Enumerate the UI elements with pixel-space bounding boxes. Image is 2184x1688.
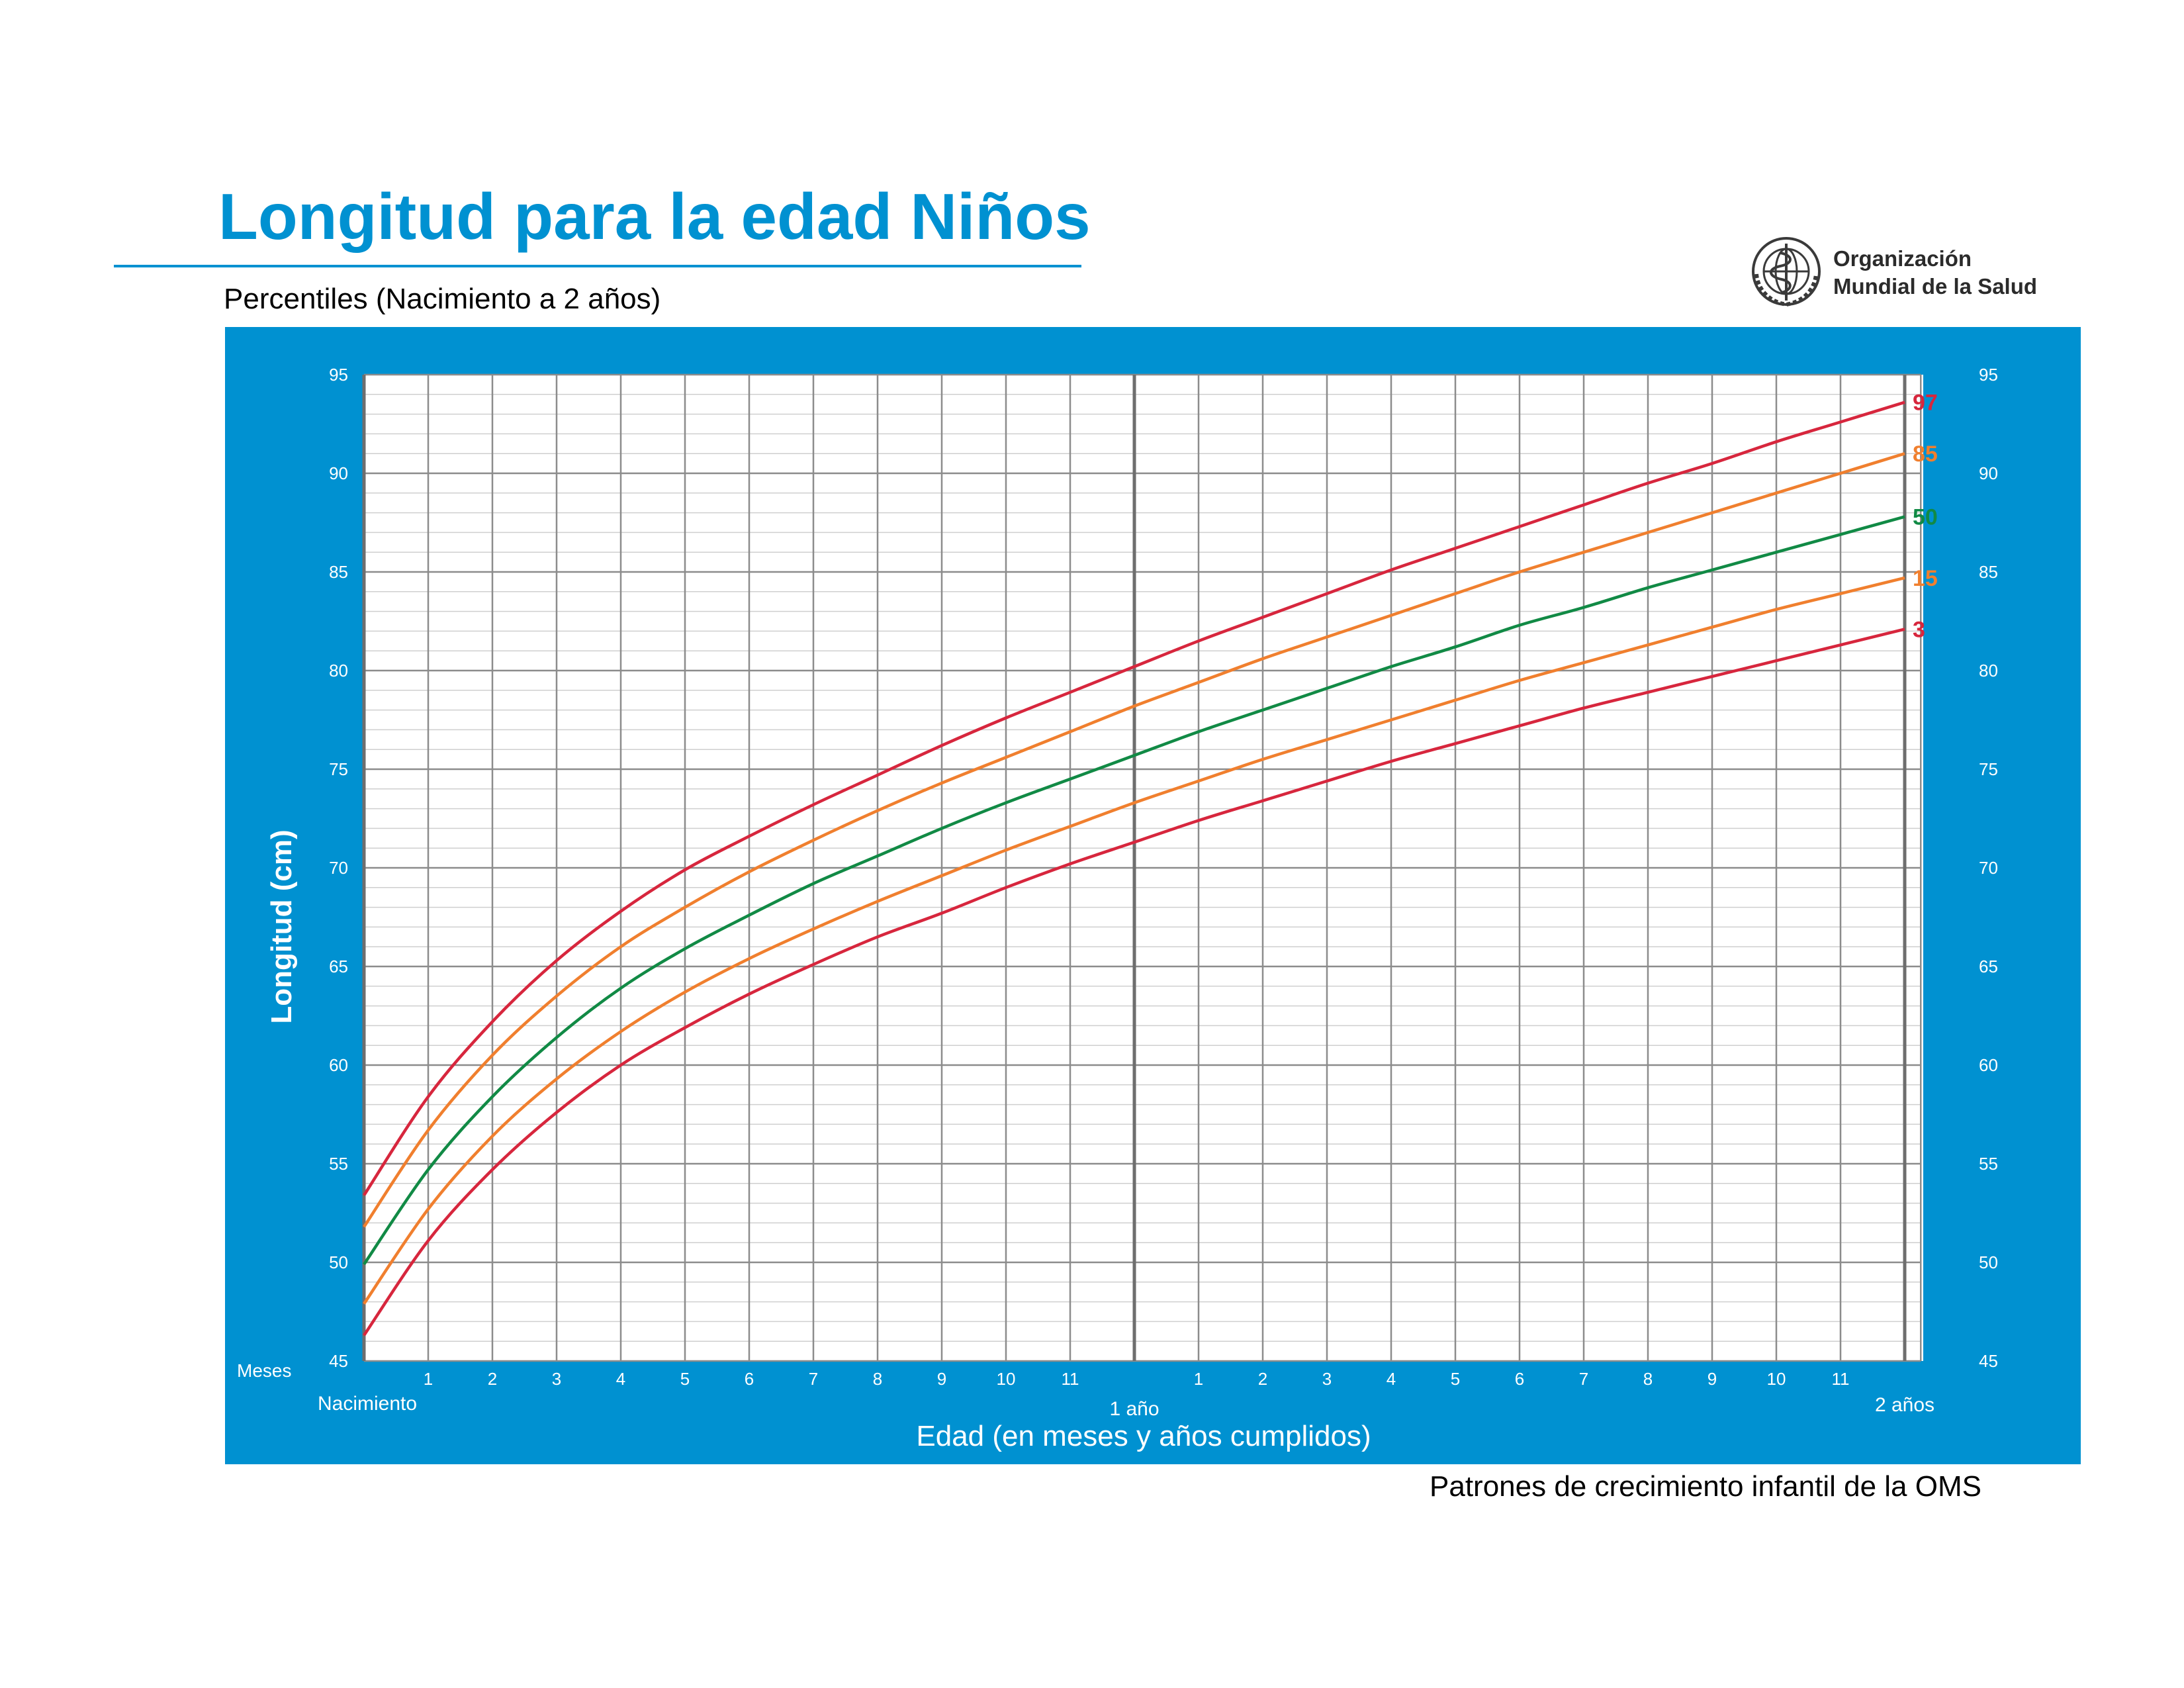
x-tick-label: 6 bbox=[1515, 1369, 1524, 1389]
series-line-p85 bbox=[363, 452, 1905, 1228]
grid-major bbox=[362, 373, 1922, 1362]
x-tick-label: 7 bbox=[1579, 1369, 1588, 1389]
x-tick-label: 11 bbox=[1832, 1369, 1850, 1389]
who-logo-text: Organización Mundial de la Salud bbox=[1833, 245, 2037, 301]
percentile-labels: 97 85 50 15 3 bbox=[1913, 391, 1938, 643]
who-emblem-icon bbox=[1752, 237, 1821, 307]
x-tick-label: 4 bbox=[1387, 1369, 1396, 1389]
y-axis-left: 45 50 55 60 65 70 75 80 85 90 95 bbox=[329, 365, 348, 1371]
series-label-p85: 85 bbox=[1913, 442, 1938, 467]
y-tick-label-right: 65 bbox=[1979, 957, 1998, 976]
x-tick-label: 1 bbox=[424, 1369, 433, 1389]
series-label-p50: 50 bbox=[1913, 505, 1938, 530]
x-tick-label: 3 bbox=[552, 1369, 561, 1389]
y-tick-label-right: 80 bbox=[1979, 661, 1998, 680]
x-milestone-label: 2 años bbox=[1875, 1394, 1934, 1416]
y-tick-label-right: 55 bbox=[1979, 1154, 1998, 1174]
y-tick-label-left: 50 bbox=[329, 1252, 348, 1272]
x-tick-label: 6 bbox=[745, 1369, 754, 1389]
y-tick-label-right: 45 bbox=[1979, 1351, 1998, 1371]
y-tick-label-left: 95 bbox=[329, 365, 348, 385]
y-tick-label-left: 70 bbox=[329, 858, 348, 878]
series-label-p15: 15 bbox=[1913, 566, 1938, 591]
x-axis-label: Edad (en meses y años cumplidos) bbox=[916, 1420, 1371, 1452]
series-layer bbox=[363, 400, 1905, 1336]
x-tick-label: 5 bbox=[680, 1369, 690, 1389]
x-tick-label: 10 bbox=[1767, 1369, 1786, 1389]
y-tick-label-left: 80 bbox=[329, 661, 348, 680]
series-line-p97 bbox=[363, 400, 1905, 1196]
x-tick-label: 4 bbox=[616, 1369, 625, 1389]
y-tick-label-left: 65 bbox=[329, 957, 348, 976]
y-tick-label-left: 45 bbox=[329, 1351, 348, 1371]
who-logo-line1: Organización bbox=[1833, 246, 1972, 271]
y-axis-label: Longitud (cm) bbox=[265, 829, 298, 1023]
grid-minor bbox=[364, 394, 1921, 1342]
who-logo-line2: Mundial de la Salud bbox=[1833, 274, 2038, 299]
x-milestone-label: 1 año bbox=[1109, 1398, 1159, 1420]
x-tick-label: 8 bbox=[873, 1369, 882, 1389]
x-tick-label: 5 bbox=[1451, 1369, 1460, 1389]
y-tick-label-left: 75 bbox=[329, 759, 348, 779]
y-tick-label-right: 70 bbox=[1979, 858, 1998, 878]
page-subtitle: Percentiles (Nacimiento a 2 años) bbox=[224, 283, 661, 315]
x-tick-label: 9 bbox=[1707, 1369, 1717, 1389]
x-tick-label: 8 bbox=[1643, 1369, 1653, 1389]
y-tick-label-left: 90 bbox=[329, 463, 348, 483]
y-tick-label-right: 85 bbox=[1979, 562, 1998, 582]
x-tick-label: 2 bbox=[1258, 1369, 1267, 1389]
series-label-p97: 97 bbox=[1913, 391, 1938, 416]
x-tick-label: 7 bbox=[809, 1369, 818, 1389]
series-line-p50 bbox=[363, 515, 1905, 1266]
series-line-p3 bbox=[363, 628, 1905, 1336]
y-tick-label-right: 60 bbox=[1979, 1055, 1998, 1075]
series-line-p15 bbox=[363, 576, 1905, 1305]
title-rule bbox=[114, 265, 1081, 267]
x-tick-label: 10 bbox=[997, 1369, 1016, 1389]
y-tick-label-left: 55 bbox=[329, 1154, 348, 1174]
x-tick-label: 2 bbox=[488, 1369, 497, 1389]
y-tick-label-right: 90 bbox=[1979, 463, 1998, 483]
y-axis-right: 45 50 55 60 65 70 75 80 85 90 95 bbox=[1979, 365, 1998, 1371]
x-tick-label: 1 bbox=[1194, 1369, 1203, 1389]
x-tick-label: 9 bbox=[937, 1369, 946, 1389]
x-milestone-label: Nacimiento bbox=[318, 1393, 417, 1415]
x-tick-label: 3 bbox=[1322, 1369, 1332, 1389]
who-logo: Organización Mundial de la Salud bbox=[1747, 234, 2037, 308]
x-tick-label: 11 bbox=[1062, 1369, 1079, 1389]
y-tick-label-right: 75 bbox=[1979, 759, 1998, 779]
y-tick-label-right: 95 bbox=[1979, 365, 1998, 385]
y-tick-label-right: 50 bbox=[1979, 1252, 1998, 1272]
page-title: Longitud para la edad Niños bbox=[218, 180, 1091, 253]
source-note: Patrones de crecimiento infantil de la O… bbox=[1430, 1470, 1981, 1503]
y-tick-label-left: 85 bbox=[329, 562, 348, 582]
y-tick-label-left: 60 bbox=[329, 1055, 348, 1075]
chart-panel: 45 50 55 60 65 70 75 80 85 90 95 45 50 55 60 65 70 75 80 8… bbox=[225, 327, 2081, 1464]
x-unit-label: Meses bbox=[237, 1360, 291, 1381]
series-label-p3: 3 bbox=[1913, 617, 1925, 642]
